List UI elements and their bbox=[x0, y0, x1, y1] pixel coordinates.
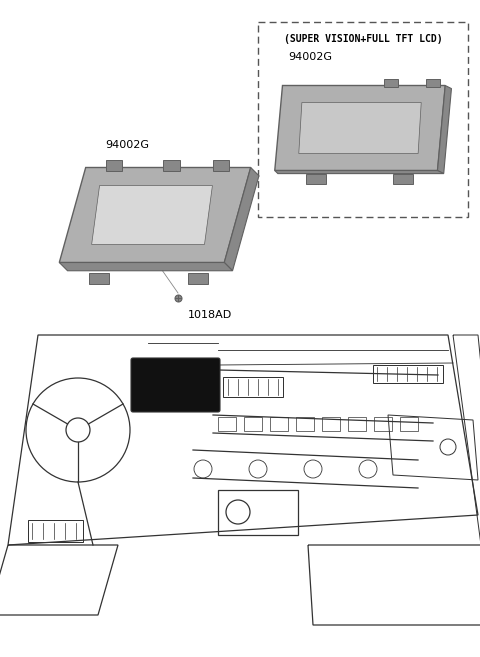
Bar bbox=[322, 417, 340, 431]
Bar bbox=[384, 79, 398, 87]
Polygon shape bbox=[437, 85, 452, 173]
Bar bbox=[218, 417, 236, 431]
Bar bbox=[270, 417, 288, 431]
Polygon shape bbox=[60, 263, 232, 271]
Bar bbox=[28, 520, 83, 542]
Polygon shape bbox=[299, 102, 421, 154]
Bar bbox=[188, 273, 208, 284]
Bar bbox=[296, 417, 314, 431]
Bar bbox=[89, 273, 109, 284]
Polygon shape bbox=[60, 168, 251, 263]
Bar bbox=[426, 79, 440, 87]
Text: (SUPER VISION+FULL TFT LCD): (SUPER VISION+FULL TFT LCD) bbox=[284, 34, 442, 44]
Bar bbox=[373, 365, 443, 383]
Text: 94002G: 94002G bbox=[288, 52, 332, 62]
Bar bbox=[106, 160, 122, 171]
Bar bbox=[306, 173, 326, 184]
Polygon shape bbox=[275, 85, 445, 171]
Bar bbox=[223, 377, 283, 397]
Polygon shape bbox=[275, 171, 444, 173]
Text: 94002G: 94002G bbox=[105, 140, 149, 150]
Polygon shape bbox=[224, 168, 259, 271]
Bar bbox=[218, 490, 298, 535]
Bar bbox=[348, 417, 366, 431]
Text: 1018AD: 1018AD bbox=[188, 310, 232, 320]
Polygon shape bbox=[92, 185, 213, 244]
Bar bbox=[258, 22, 468, 217]
Bar bbox=[374, 417, 392, 431]
FancyBboxPatch shape bbox=[131, 358, 220, 412]
Bar bbox=[393, 173, 413, 184]
Bar bbox=[400, 417, 418, 431]
Bar bbox=[163, 160, 180, 171]
Bar bbox=[244, 417, 262, 431]
Bar bbox=[213, 160, 229, 171]
